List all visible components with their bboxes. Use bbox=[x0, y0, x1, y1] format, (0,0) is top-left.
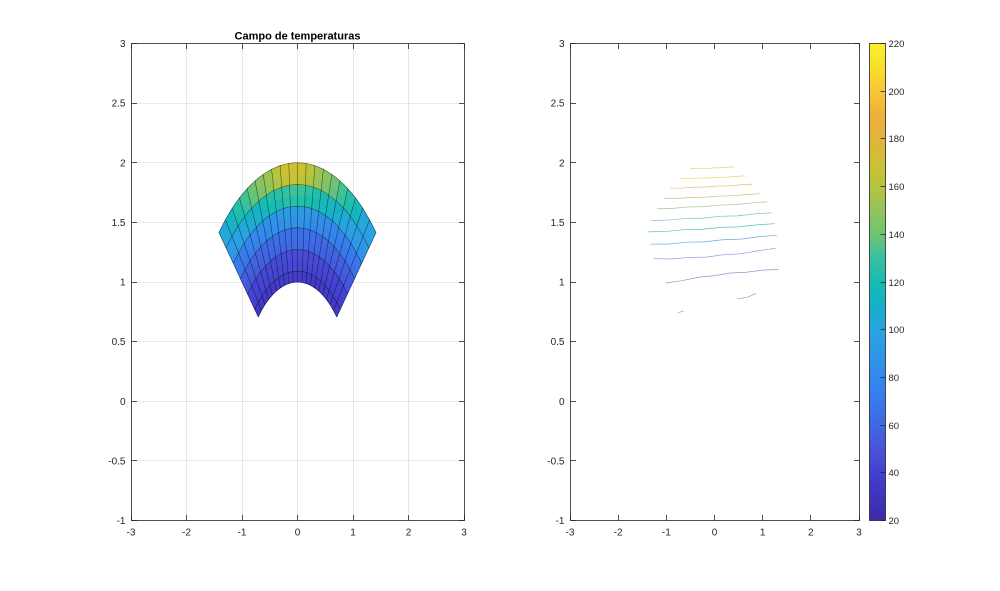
svg-text:2.5: 2.5 bbox=[112, 99, 126, 110]
svg-text:-2: -2 bbox=[614, 528, 623, 539]
svg-text:0: 0 bbox=[120, 397, 126, 408]
svg-text:140: 140 bbox=[889, 230, 905, 241]
svg-text:2: 2 bbox=[120, 158, 126, 169]
svg-text:-3: -3 bbox=[127, 528, 136, 539]
svg-text:2: 2 bbox=[406, 528, 412, 539]
svg-text:0: 0 bbox=[295, 528, 301, 539]
svg-text:0.5: 0.5 bbox=[551, 337, 565, 348]
svg-text:-1: -1 bbox=[117, 516, 126, 527]
svg-text:1: 1 bbox=[760, 528, 766, 539]
svg-text:-3: -3 bbox=[566, 528, 575, 539]
svg-text:1.5: 1.5 bbox=[112, 218, 126, 229]
svg-text:-0.5: -0.5 bbox=[108, 456, 126, 467]
svg-text:2: 2 bbox=[808, 528, 814, 539]
svg-text:0.5: 0.5 bbox=[112, 337, 126, 348]
svg-text:1.5: 1.5 bbox=[551, 218, 565, 229]
svg-text:20: 20 bbox=[889, 516, 900, 527]
svg-text:0: 0 bbox=[712, 528, 718, 539]
svg-text:0: 0 bbox=[559, 397, 565, 408]
svg-text:Campo de temperaturas: Campo de temperaturas bbox=[235, 31, 361, 43]
svg-text:180: 180 bbox=[889, 134, 905, 145]
svg-text:200: 200 bbox=[889, 87, 905, 98]
svg-text:1: 1 bbox=[559, 278, 565, 289]
svg-text:220: 220 bbox=[889, 39, 905, 50]
svg-text:-1: -1 bbox=[238, 528, 247, 539]
svg-text:40: 40 bbox=[889, 468, 900, 479]
svg-text:1: 1 bbox=[350, 528, 356, 539]
svg-text:3: 3 bbox=[461, 528, 467, 539]
svg-text:100: 100 bbox=[889, 325, 905, 336]
svg-text:2.5: 2.5 bbox=[551, 99, 565, 110]
svg-text:-0.5: -0.5 bbox=[547, 456, 565, 467]
svg-text:-1: -1 bbox=[662, 528, 671, 539]
svg-text:3: 3 bbox=[559, 39, 565, 50]
svg-text:-2: -2 bbox=[182, 528, 191, 539]
svg-text:60: 60 bbox=[889, 421, 900, 432]
svg-text:3: 3 bbox=[120, 39, 126, 50]
svg-text:160: 160 bbox=[889, 182, 905, 193]
svg-text:2: 2 bbox=[559, 158, 565, 169]
svg-text:-1: -1 bbox=[556, 516, 565, 527]
svg-text:3: 3 bbox=[856, 528, 862, 539]
svg-text:80: 80 bbox=[889, 373, 900, 384]
svg-text:120: 120 bbox=[889, 278, 905, 289]
svg-text:1: 1 bbox=[120, 278, 126, 289]
